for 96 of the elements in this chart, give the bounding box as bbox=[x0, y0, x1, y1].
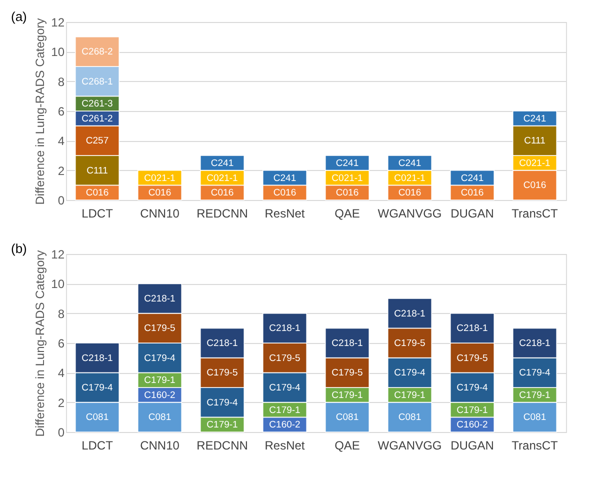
text: C021-1 bbox=[394, 172, 426, 184]
x-tick-label: ResNet bbox=[264, 438, 306, 452]
text: C241 bbox=[523, 113, 546, 124]
series-label: C268-1 bbox=[82, 76, 113, 88]
text: C179-1 bbox=[206, 420, 238, 431]
text: C021-1 bbox=[206, 172, 238, 184]
text: C241 bbox=[210, 158, 234, 169]
y-axis-title: Difference in Lung-RADS Category bbox=[33, 18, 48, 205]
text: C218-1 bbox=[394, 308, 426, 320]
series-label: C261-3 bbox=[82, 98, 113, 110]
series-label: C241 bbox=[273, 172, 296, 184]
x-tick-label: DUGAN bbox=[450, 438, 494, 452]
text: C179-4 bbox=[82, 382, 113, 394]
y-tick-label: 4 bbox=[58, 366, 65, 380]
y-tick-label: 0 bbox=[58, 194, 65, 208]
text: C179-4 bbox=[206, 397, 238, 408]
series-label: C179-1 bbox=[144, 375, 176, 386]
x-tick-label: ResNet bbox=[264, 206, 306, 220]
series-label: C021-1 bbox=[144, 172, 176, 184]
y-tick-label: 8 bbox=[58, 306, 65, 321]
y-tick-label: 6 bbox=[58, 336, 65, 350]
x-tick-label: LDCT bbox=[82, 206, 114, 220]
x-tick-label: TransCT bbox=[512, 206, 559, 220]
series-label: C179-5 bbox=[144, 323, 176, 334]
text: C160-2 bbox=[144, 390, 176, 401]
x-tick-label: LDCT bbox=[82, 438, 114, 452]
y-tick-label: 12 bbox=[51, 16, 65, 30]
text: C179-5 bbox=[456, 352, 488, 364]
text: C081 bbox=[336, 412, 359, 424]
text: C179-5 bbox=[394, 338, 426, 349]
x-tick-label: CNN10 bbox=[140, 438, 180, 452]
x-tick-label: WGANVGG bbox=[378, 438, 442, 452]
text: C016 bbox=[523, 180, 546, 192]
y-tick-label: 2 bbox=[58, 164, 65, 178]
text: C218-1 bbox=[456, 323, 488, 334]
text: C179-5 bbox=[269, 352, 300, 364]
text: C016 bbox=[148, 188, 172, 199]
series-label: C081 bbox=[86, 412, 109, 424]
chart-title: (b) bbox=[11, 241, 27, 256]
text: C016 bbox=[398, 188, 422, 199]
text: C179-1 bbox=[519, 390, 550, 401]
series-label: C268-2 bbox=[82, 46, 113, 58]
text: C218-1 bbox=[269, 323, 300, 334]
y-tick-label: 10 bbox=[51, 45, 65, 60]
text: C179-1 bbox=[332, 390, 363, 401]
text: C179-4 bbox=[456, 382, 488, 394]
text: C218-1 bbox=[332, 338, 363, 349]
text: C218-1 bbox=[82, 352, 113, 364]
x-tick-label: WGANVGG bbox=[378, 206, 442, 220]
text: C179-1 bbox=[456, 404, 488, 416]
y-tick-label: 0 bbox=[58, 426, 65, 440]
text: C179-4 bbox=[394, 368, 426, 379]
text: C016 bbox=[273, 188, 296, 199]
y-axis-title: Difference in Lung-RADS Category bbox=[33, 250, 48, 437]
text: C021-1 bbox=[519, 158, 550, 169]
x-tick-label: REDCNN bbox=[196, 438, 248, 452]
text: C016 bbox=[210, 188, 234, 199]
text: C218-1 bbox=[206, 338, 238, 349]
text: C179-5 bbox=[332, 368, 363, 379]
text: C241 bbox=[460, 172, 484, 184]
y-tick-label: 2 bbox=[58, 396, 65, 410]
series-label: C218-1 bbox=[519, 338, 550, 349]
x-tick-label: QAE bbox=[334, 206, 360, 220]
series-label: C160-2 bbox=[269, 420, 300, 431]
text: C081 bbox=[148, 412, 172, 424]
text: C160-2 bbox=[456, 420, 488, 431]
series-label: C111 bbox=[86, 165, 108, 176]
y-tick-label: 8 bbox=[58, 74, 65, 89]
text: C081 bbox=[523, 412, 546, 424]
y-tick-label: 10 bbox=[51, 277, 65, 292]
y-tick-label: 4 bbox=[58, 134, 65, 148]
text: C179-1 bbox=[269, 404, 300, 416]
x-tick-label: QAE bbox=[334, 438, 360, 452]
series-label: C016 bbox=[86, 188, 109, 199]
text: C179-4 bbox=[144, 352, 176, 364]
series-label: C261-2 bbox=[82, 113, 113, 124]
text: C241 bbox=[336, 158, 359, 169]
x-tick-label: REDCNN bbox=[196, 206, 248, 220]
x-tick-label: DUGAN bbox=[450, 206, 494, 220]
y-tick-label: 12 bbox=[51, 248, 65, 262]
text: C218-1 bbox=[144, 294, 176, 304]
text: C016 bbox=[336, 188, 359, 199]
series-label: C179-4 bbox=[519, 368, 550, 379]
series-label: C257 bbox=[86, 136, 109, 147]
y-tick-label: 6 bbox=[58, 104, 65, 118]
text: C179-5 bbox=[206, 368, 238, 379]
chart-title: (a) bbox=[11, 9, 27, 24]
text: C179-4 bbox=[269, 382, 300, 394]
x-tick-label: TransCT bbox=[512, 438, 559, 452]
text: C016 bbox=[460, 188, 484, 199]
text: C111 bbox=[524, 136, 546, 147]
text: C241 bbox=[398, 158, 422, 169]
text: C021-1 bbox=[332, 172, 363, 184]
x-tick-label: CNN10 bbox=[140, 206, 180, 220]
text: C179-1 bbox=[394, 390, 426, 401]
text: C081 bbox=[398, 412, 422, 424]
